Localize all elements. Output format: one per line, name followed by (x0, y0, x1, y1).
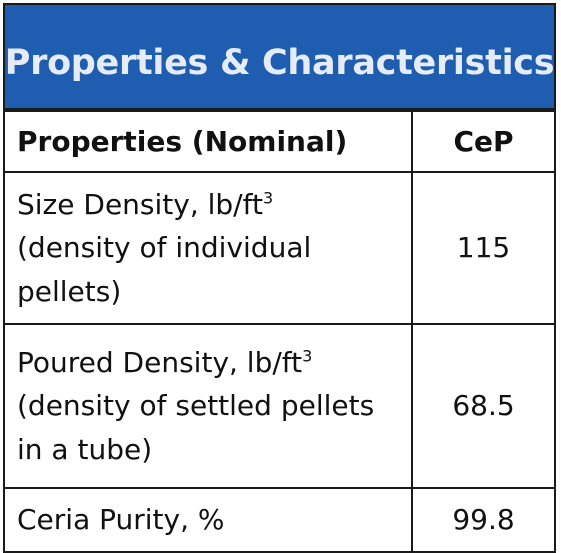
label-note: (density of individual pellets) (17, 231, 312, 308)
properties-card: Properties & Characteristics Properties … (3, 3, 556, 553)
properties-table: Properties (Nominal) CeP Size Density, l… (3, 110, 556, 553)
row-label-size-density: Size Density, lb/ft3 (density of individu… (3, 171, 413, 325)
row-value-size-density: 115 (411, 171, 556, 325)
label-main: Size Density, lb/ft (17, 187, 263, 221)
title-banner: Properties & Characteristics (3, 3, 556, 110)
header-properties: Properties (Nominal) (3, 110, 413, 173)
label-superscript: 3 (302, 346, 313, 366)
row-label-poured-density: Poured Density, lb/ft3 (density of settle… (3, 323, 413, 489)
row-label-ceria-purity: Ceria Purity, % (3, 487, 413, 553)
banner-title: Properties & Characteristics (4, 42, 555, 83)
table-row: Ceria Purity, % 99.8 (3, 487, 556, 553)
table-row: Size Density, lb/ft3 (density of individu… (3, 171, 556, 325)
table-row: Poured Density, lb/ft3 (density of settle… (3, 323, 556, 489)
header-cep: CeP (411, 110, 556, 173)
row-value-poured-density: 68.5 (411, 323, 556, 489)
label-note: (density of settled pellets in a tube) (17, 389, 375, 466)
label-superscript: 3 (262, 188, 274, 208)
label-main: Poured Density, lb/ft (17, 345, 303, 379)
table-header-row: Properties (Nominal) CeP (3, 110, 556, 173)
row-value-ceria-purity: 99.8 (411, 487, 556, 553)
